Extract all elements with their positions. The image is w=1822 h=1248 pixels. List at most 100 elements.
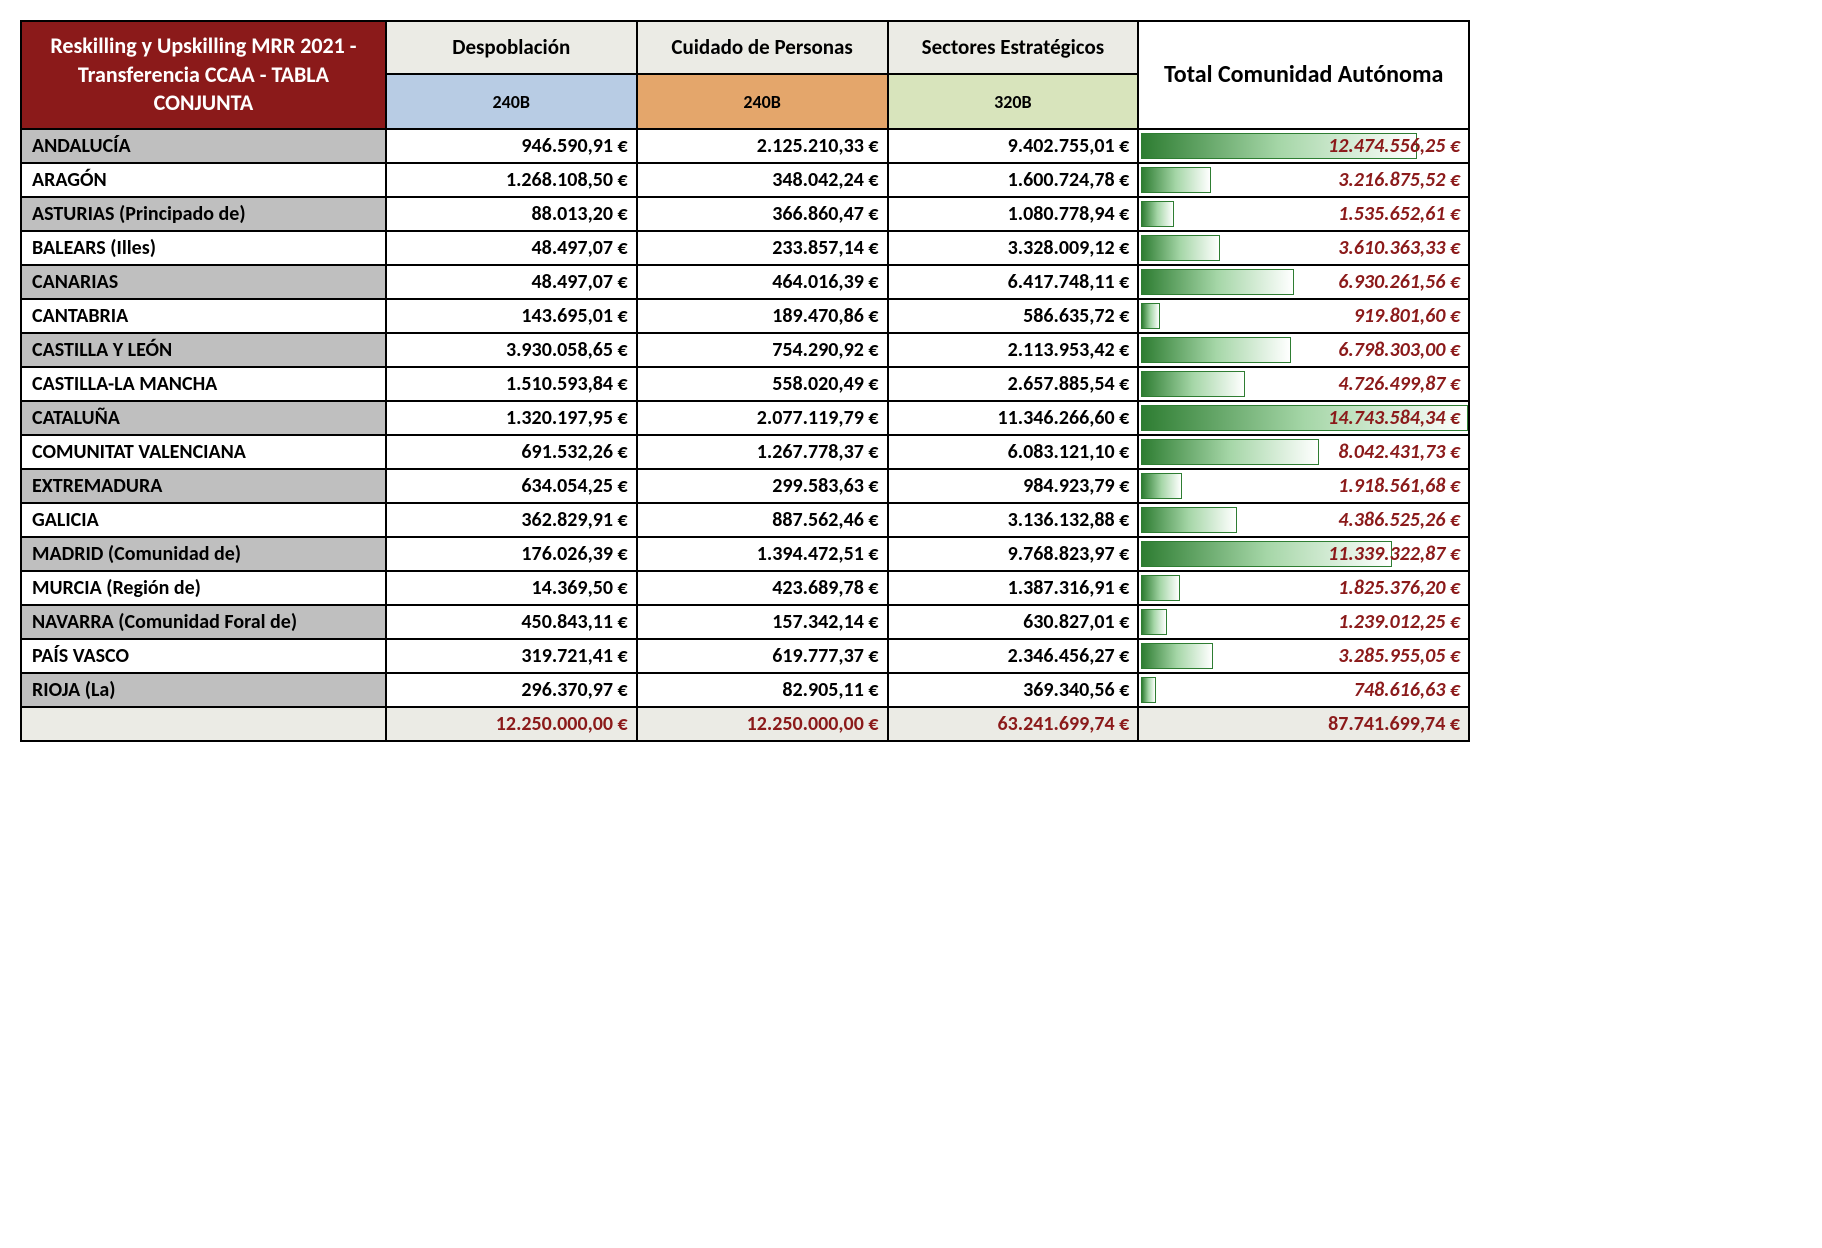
total-text: 6.798.303,00 € bbox=[1338, 338, 1460, 362]
total-text: 1.535.652,61 € bbox=[1338, 202, 1460, 226]
ccaa-table: Reskilling y Upskilling MRR 2021 - Trans… bbox=[20, 20, 1470, 742]
value-cell: 1.320.197,95 € bbox=[386, 401, 637, 435]
value-cell: 1.387.316,91 € bbox=[888, 571, 1139, 605]
table-row: COMUNITAT VALENCIANA691.532,26 €1.267.77… bbox=[21, 435, 1469, 469]
total-text: 748.616,63 € bbox=[1354, 678, 1460, 702]
value-cell: 464.016,39 € bbox=[637, 265, 888, 299]
table-row: CASTILLA-LA MANCHA1.510.593,84 €558.020,… bbox=[21, 367, 1469, 401]
region-cell: CASTILLA-LA MANCHA bbox=[21, 367, 386, 401]
total-cell: 6.798.303,00 € bbox=[1138, 333, 1469, 367]
total-text: 14.743.584,34 € bbox=[1328, 406, 1460, 430]
value-cell: 157.342,14 € bbox=[637, 605, 888, 639]
table-row: EXTREMADURA634.054,25 €299.583,63 €984.9… bbox=[21, 469, 1469, 503]
table-row: ARAGÓN1.268.108,50 €348.042,24 €1.600.72… bbox=[21, 163, 1469, 197]
value-cell: 558.020,49 € bbox=[637, 367, 888, 401]
table-row: CANARIAS48.497,07 €464.016,39 €6.417.748… bbox=[21, 265, 1469, 299]
col-head-despoblacion: Despoblación bbox=[386, 21, 637, 74]
total-cell: 1.239.012,25 € bbox=[1138, 605, 1469, 639]
data-bar bbox=[1141, 167, 1211, 193]
value-cell: 369.340,56 € bbox=[888, 673, 1139, 707]
region-cell: MURCIA (Región de) bbox=[21, 571, 386, 605]
total-cell: 4.726.499,87 € bbox=[1138, 367, 1469, 401]
value-cell: 2.125.210,33 € bbox=[637, 129, 888, 163]
value-cell: 946.590,91 € bbox=[386, 129, 637, 163]
value-cell: 3.136.132,88 € bbox=[888, 503, 1139, 537]
region-cell: CANARIAS bbox=[21, 265, 386, 299]
total-text: 6.930.261,56 € bbox=[1338, 270, 1460, 294]
total-text: 8.042.431,73 € bbox=[1338, 440, 1460, 464]
table-title: Reskilling y Upskilling MRR 2021 - Trans… bbox=[21, 21, 386, 129]
value-cell: 1.268.108,50 € bbox=[386, 163, 637, 197]
data-bar bbox=[1141, 677, 1156, 703]
value-cell: 299.583,63 € bbox=[637, 469, 888, 503]
region-cell: COMUNITAT VALENCIANA bbox=[21, 435, 386, 469]
value-cell: 14.369,50 € bbox=[386, 571, 637, 605]
value-cell: 1.267.778,37 € bbox=[637, 435, 888, 469]
value-cell: 3.930.058,65 € bbox=[386, 333, 637, 367]
value-cell: 586.635,72 € bbox=[888, 299, 1139, 333]
value-cell: 2.077.119,79 € bbox=[637, 401, 888, 435]
value-cell: 366.860,47 € bbox=[637, 197, 888, 231]
value-cell: 887.562,46 € bbox=[637, 503, 888, 537]
value-cell: 2.113.953,42 € bbox=[888, 333, 1139, 367]
table-row: MURCIA (Región de)14.369,50 €423.689,78 … bbox=[21, 571, 1469, 605]
total-cell: 11.339.322,87 € bbox=[1138, 537, 1469, 571]
data-bar bbox=[1141, 575, 1180, 601]
value-cell: 630.827,01 € bbox=[888, 605, 1139, 639]
table-body: ANDALUCÍA946.590,91 €2.125.210,33 €9.402… bbox=[21, 129, 1469, 707]
footer-v3: 63.241.699,74 € bbox=[888, 707, 1139, 741]
data-bar bbox=[1141, 473, 1182, 499]
region-cell: CASTILLA Y LEÓN bbox=[21, 333, 386, 367]
region-cell: CATALUÑA bbox=[21, 401, 386, 435]
total-text: 4.726.499,87 € bbox=[1338, 372, 1460, 396]
total-text: 3.285.955,05 € bbox=[1338, 644, 1460, 668]
table-row: ASTURIAS (Principado de)88.013,20 €366.8… bbox=[21, 197, 1469, 231]
data-bar bbox=[1141, 507, 1237, 533]
footer-v1: 12.250.000,00 € bbox=[386, 707, 637, 741]
value-cell: 1.510.593,84 € bbox=[386, 367, 637, 401]
total-cell: 1.918.561,68 € bbox=[1138, 469, 1469, 503]
table-row: ANDALUCÍA946.590,91 €2.125.210,33 €9.402… bbox=[21, 129, 1469, 163]
value-cell: 9.768.823,97 € bbox=[888, 537, 1139, 571]
data-bar bbox=[1141, 609, 1167, 635]
footer-v2: 12.250.000,00 € bbox=[637, 707, 888, 741]
value-cell: 1.080.778,94 € bbox=[888, 197, 1139, 231]
total-cell: 12.474.556,25 € bbox=[1138, 129, 1469, 163]
total-text: 3.216.875,52 € bbox=[1338, 168, 1460, 192]
value-cell: 233.857,14 € bbox=[637, 231, 888, 265]
data-bar bbox=[1141, 269, 1293, 295]
value-cell: 2.346.456,27 € bbox=[888, 639, 1139, 673]
value-cell: 6.083.121,10 € bbox=[888, 435, 1139, 469]
data-bar bbox=[1141, 235, 1219, 261]
value-cell: 176.026,39 € bbox=[386, 537, 637, 571]
value-cell: 984.923,79 € bbox=[888, 469, 1139, 503]
table-row: CATALUÑA1.320.197,95 €2.077.119,79 €11.3… bbox=[21, 401, 1469, 435]
total-text: 1.239.012,25 € bbox=[1338, 610, 1460, 634]
total-cell: 1.535.652,61 € bbox=[1138, 197, 1469, 231]
region-cell: CANTABRIA bbox=[21, 299, 386, 333]
subhead-cuidado: 240B bbox=[637, 74, 888, 128]
total-cell: 8.042.431,73 € bbox=[1138, 435, 1469, 469]
value-cell: 9.402.755,01 € bbox=[888, 129, 1139, 163]
total-text: 12.474.556,25 € bbox=[1328, 134, 1460, 158]
value-cell: 1.600.724,78 € bbox=[888, 163, 1139, 197]
table-row: BALEARS (Illes)48.497,07 €233.857,14 €3.… bbox=[21, 231, 1469, 265]
total-text: 919.801,60 € bbox=[1354, 304, 1460, 328]
region-cell: ASTURIAS (Principado de) bbox=[21, 197, 386, 231]
value-cell: 619.777,37 € bbox=[637, 639, 888, 673]
region-cell: MADRID (Comunidad de) bbox=[21, 537, 386, 571]
subhead-despoblacion: 240B bbox=[386, 74, 637, 128]
total-cell: 919.801,60 € bbox=[1138, 299, 1469, 333]
value-cell: 634.054,25 € bbox=[386, 469, 637, 503]
region-cell: BALEARS (Illes) bbox=[21, 231, 386, 265]
value-cell: 450.843,11 € bbox=[386, 605, 637, 639]
region-cell: ANDALUCÍA bbox=[21, 129, 386, 163]
total-cell: 4.386.525,26 € bbox=[1138, 503, 1469, 537]
data-bar bbox=[1141, 201, 1173, 227]
table-row: NAVARRA (Comunidad Foral de)450.843,11 €… bbox=[21, 605, 1469, 639]
data-bar bbox=[1141, 371, 1244, 397]
table-row: MADRID (Comunidad de)176.026,39 €1.394.4… bbox=[21, 537, 1469, 571]
col-head-sectores: Sectores Estratégicos bbox=[888, 21, 1139, 74]
col-head-total: Total Comunidad Autónoma bbox=[1138, 21, 1469, 129]
footer-row: 12.250.000,00 € 12.250.000,00 € 63.241.6… bbox=[21, 707, 1469, 741]
